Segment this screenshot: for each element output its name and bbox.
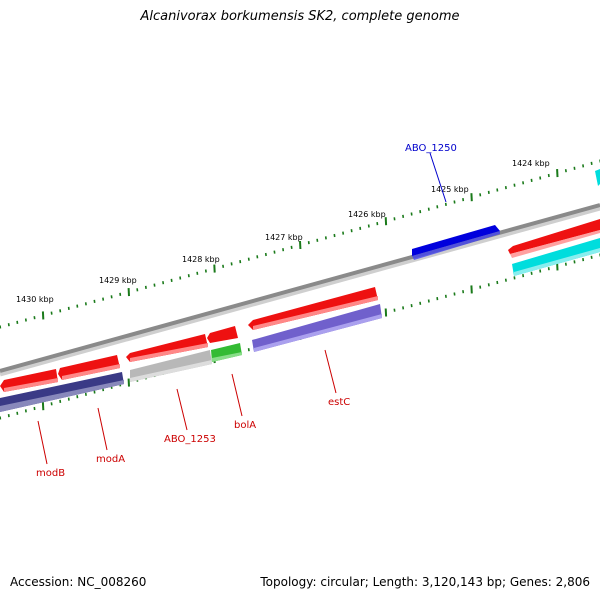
feature-gray-abo-1253[interactable] (130, 350, 212, 382)
gene-label-bolA[interactable]: bolA (234, 420, 256, 431)
backbone-shadow (0, 205, 600, 377)
feature-cyan-top[interactable] (595, 169, 600, 186)
genome-summary: Topology: circular; Length: 3,120,143 bp… (260, 575, 590, 589)
gene-label-modB[interactable]: modB (36, 468, 65, 479)
feature-lavender-estC[interactable] (252, 304, 382, 352)
tick-label-1430: 1430 kbp (16, 295, 54, 304)
tick-label-1428: 1428 kbp (182, 255, 220, 264)
feature-darkblue-modB[interactable] (0, 372, 124, 412)
tick-label-1427: 1427 kbp (265, 233, 303, 242)
outer-tick-ring (0, 159, 600, 329)
accession-text: Accession: NC_008260 (10, 575, 147, 589)
feature-red-modB[interactable] (0, 369, 58, 392)
gene-label-abo-1253[interactable]: ABO_1253 (164, 434, 216, 445)
leader-modA (97, 407, 108, 451)
feature-abo-1250[interactable] (412, 225, 500, 260)
leader-abo-1250 (429, 152, 447, 203)
leader-abo-1253 (176, 388, 188, 431)
feature-red-right[interactable] (508, 219, 600, 258)
leader-estC (324, 349, 337, 394)
feature-red-estC[interactable] (248, 287, 378, 330)
gene-label-modA[interactable]: modA (96, 454, 125, 465)
feature-red-modA[interactable] (58, 355, 120, 380)
leader-modB (37, 420, 48, 465)
tick-label-1424: 1424 kbp (512, 159, 550, 168)
gene-label-abo-1250[interactable]: ABO_1250 (405, 143, 457, 154)
feature-green-bolA[interactable] (211, 343, 242, 362)
leader-bolA (231, 373, 243, 417)
backbone (0, 203, 600, 373)
feature-cyan-right[interactable] (512, 238, 600, 276)
map-title: Alcanivorax borkumensis SK2, complete ge… (140, 9, 460, 24)
gene-label-estC[interactable]: estC (328, 397, 350, 408)
feature-red-bolA[interactable] (207, 326, 238, 343)
tick-label-1425: 1425 kbp (431, 185, 469, 194)
feature-red-abo-1253[interactable] (126, 334, 208, 362)
tick-label-1429: 1429 kbp (99, 276, 137, 285)
tick-label-1426: 1426 kbp (348, 210, 386, 219)
